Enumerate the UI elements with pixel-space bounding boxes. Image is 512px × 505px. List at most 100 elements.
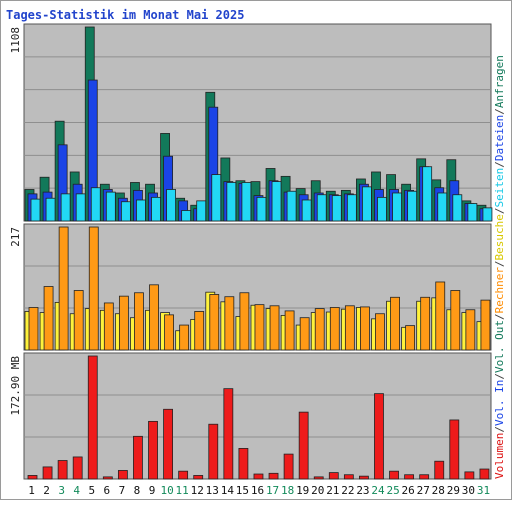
bar-volume-volumen-day-19 [298, 411, 309, 480]
bar-volume-volumen-day-25 [389, 470, 399, 480]
day-label-8: 8 [134, 484, 141, 497]
bar-visits-rechner-day-6 [103, 302, 114, 351]
bar-volume-volumen-day-13 [208, 423, 219, 480]
bar-hits-seiten-day-24 [377, 196, 387, 222]
bar-volume-volumen-day-17 [268, 472, 279, 480]
legend-separator: / [493, 108, 506, 115]
bar-hits-seiten-day-18 [286, 190, 297, 222]
bar-visits-rechner-day-13 [209, 294, 220, 351]
bar-volume-volumen-day-8 [133, 435, 143, 480]
bar-visits-rechner-day-2 [43, 286, 54, 351]
day-label-11: 11 [176, 484, 189, 497]
panel-volume: 172.90 MB [9, 352, 492, 480]
bar-visits-rechner-day-23 [360, 306, 370, 351]
bar-visits-rechner-day-17 [269, 305, 280, 351]
bar-volume-volumen-day-16 [253, 473, 264, 480]
bar-visits-rechner-day-30 [465, 309, 476, 351]
bar-volume-volumen-day-4 [72, 456, 83, 480]
bar-hits-seiten-day-10 [166, 189, 176, 222]
legend-entry-seiten: Seiten [493, 168, 506, 208]
bar-hits-seiten-day-12 [196, 200, 207, 222]
day-label-12: 12 [191, 484, 204, 497]
bar-visits-rechner-day-31 [480, 299, 491, 351]
bar-visits-rechner-day-21 [329, 307, 340, 351]
day-label-26: 26 [402, 484, 415, 497]
bar-visits-rechner-day-28 [435, 281, 446, 351]
legend-entry-anfragen: Anfragen [493, 55, 506, 108]
legend-entry-volumen: Volumen [493, 433, 506, 479]
bar-volume-volumen-day-6 [102, 476, 113, 480]
day-label-19: 19 [296, 484, 309, 497]
bar-hits-seiten-day-28 [437, 192, 448, 222]
legend-separator: / [493, 313, 506, 320]
day-label-14: 14 [221, 484, 235, 497]
bar-visits-rechner-day-12 [194, 311, 205, 351]
bar-hits-seiten-day-13 [211, 174, 222, 222]
bar-visits-rechner-day-10 [164, 314, 174, 351]
legend-entry-rechner: Rechner [493, 267, 506, 314]
legend-entry-vol-out: Vol. Out [493, 320, 506, 373]
day-label-2: 2 [43, 484, 50, 497]
panel-visits: 217 [9, 223, 492, 351]
day-label-21: 21 [326, 484, 339, 497]
bar-visits-rechner-day-3 [58, 226, 69, 351]
day-label-31: 31 [477, 484, 490, 497]
legend-entry-vol-in: Vol. In [493, 380, 506, 426]
bar-hits-seiten-day-22 [346, 194, 357, 222]
day-label-6: 6 [104, 484, 111, 497]
bar-volume-volumen-day-7 [117, 470, 128, 480]
bar-volume-volumen-day-15 [238, 448, 249, 480]
day-label-5: 5 [88, 484, 95, 497]
bar-volume-volumen-day-1 [27, 475, 38, 480]
day-label-1: 1 [28, 484, 35, 497]
bar-hits-seiten-day-21 [331, 195, 342, 222]
day-label-20: 20 [311, 484, 324, 497]
bar-hits-seiten-day-14 [226, 182, 237, 222]
bar-visits-rechner-day-16 [254, 304, 265, 351]
bar-hits-seiten-day-9 [151, 196, 161, 222]
bar-visits-rechner-day-15 [239, 292, 250, 351]
legend-separator: / [493, 207, 506, 214]
bar-visits-rechner-day-11 [179, 324, 190, 351]
day-label-23: 23 [356, 484, 369, 497]
bar-visits-rechner-day-7 [118, 295, 129, 351]
bar-visits-rechner-day-25 [390, 296, 400, 351]
bar-hits-seiten-day-5 [90, 187, 101, 222]
bar-hits-seiten-day-1 [30, 198, 41, 222]
bar-volume-volumen-day-21 [328, 472, 339, 480]
bar-hits-seiten-day-27 [422, 166, 433, 222]
bar-volume-volumen-day-29 [449, 419, 460, 480]
legend-separator: / [493, 373, 506, 380]
bar-volume-volumen-day-28 [434, 460, 445, 480]
bar-volume-volumen-day-5 [87, 355, 98, 480]
day-label-10: 10 [160, 484, 173, 497]
bar-volume-volumen-day-30 [464, 471, 475, 480]
day-label-3: 3 [58, 484, 65, 497]
bar-visits-rechner-day-1 [28, 307, 39, 351]
legend-separator: / [493, 161, 506, 168]
day-label-18: 18 [281, 484, 294, 497]
bar-visits-rechner-day-8 [134, 292, 144, 351]
scale-label-visits: 217 [9, 227, 22, 247]
bar-hits-seiten-day-30 [467, 203, 478, 222]
panel-hits: 1108 [9, 23, 493, 222]
legend-separator: / [493, 426, 506, 433]
bar-visits-rechner-day-14 [224, 296, 235, 351]
bar-volume-volumen-day-18 [283, 453, 294, 480]
legend-entry-besuche: Besuche [493, 214, 506, 260]
bar-volume-volumen-day-31 [479, 468, 490, 480]
day-label-15: 15 [236, 484, 249, 497]
day-label-16: 16 [251, 484, 264, 497]
day-label-30: 30 [462, 484, 475, 497]
bar-hits-seiten-day-4 [75, 193, 86, 222]
bar-hits-seiten-day-17 [271, 181, 282, 222]
bar-visits-rechner-day-4 [73, 290, 84, 351]
day-label-9: 9 [149, 484, 156, 497]
bar-hits-seiten-day-3 [60, 193, 71, 222]
day-label-24: 24 [371, 484, 385, 497]
bar-visits-rechner-day-18 [284, 310, 295, 351]
bar-visits-rechner-day-22 [344, 305, 355, 351]
bar-hits-seiten-day-11 [181, 210, 192, 222]
